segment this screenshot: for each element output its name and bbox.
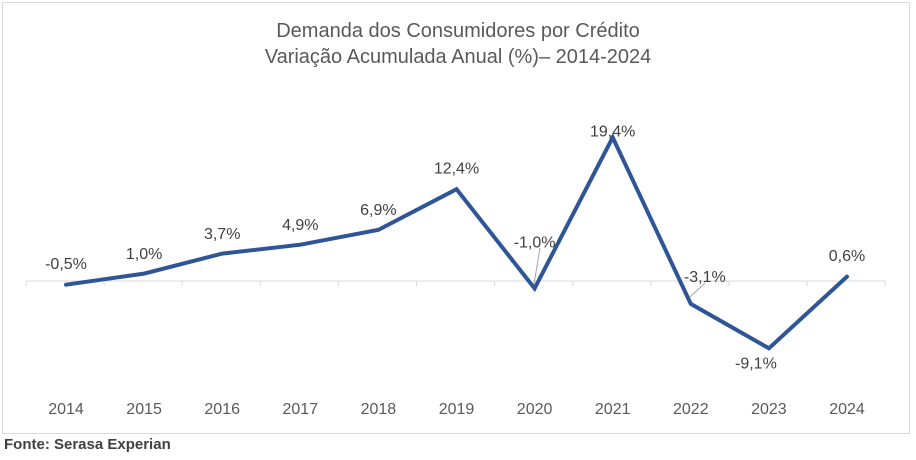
x-tick-label-2020: 2020 [517, 401, 553, 418]
data-label-2019: 12,4% [434, 160, 479, 177]
x-tick-label-2024: 2024 [829, 401, 865, 418]
axis-layer [25, 280, 886, 286]
x-tick-label-2014: 2014 [48, 401, 84, 418]
line-chart: -0,5% 1,0% 3,7% 4,9% 6,9% 12,4% -1,0% 19,4% -3,1… [25, 124, 886, 418]
x-tick-label-2022: 2022 [673, 401, 709, 418]
x-tick-label-2016: 2016 [204, 401, 240, 418]
data-label-2023: -9,1% [735, 356, 777, 373]
x-tick-labels: 2014 2015 2016 2017 2018 2019 2020 2021 2022 2023… [48, 401, 865, 418]
x-tick-label-2018: 2018 [361, 401, 397, 418]
chart-title: Demanda dos Consumidores por Crédito [276, 20, 640, 42]
data-label-2016: 3,7% [204, 226, 240, 243]
leader-line-2020 [533, 247, 541, 285]
x-tick-label-2017: 2017 [283, 401, 319, 418]
leader-lines [533, 247, 706, 298]
x-tick-label-2021: 2021 [595, 401, 631, 418]
data-label-2022: -3,1% [684, 269, 726, 286]
leader-line-2022 [689, 282, 706, 298]
chart-subtitle: Variação Acumulada Anual (%)– 2014-2024 [264, 46, 652, 68]
data-label-2017: 4,9% [282, 217, 318, 234]
x-tick-label-2015: 2015 [126, 401, 162, 418]
data-labels: -0,5% 1,0% 3,7% 4,9% 6,9% 12,4% -1,0% 19,4% -3,1… [45, 124, 865, 373]
data-label-2018: 6,9% [360, 202, 396, 219]
data-label-2020: -1,0% [514, 235, 556, 252]
series-layer [64, 132, 849, 351]
chart-frame [2, 2, 910, 434]
data-label-2024: 0,6% [829, 248, 865, 265]
x-tick-label-2023: 2023 [751, 401, 787, 418]
x-tick-label-2019: 2019 [439, 401, 475, 418]
source-note: Fonte: Serasa Experian [4, 436, 171, 453]
data-label-2014: -0,5% [45, 256, 87, 273]
data-label-2015: 1,0% [126, 246, 162, 263]
data-label-2021: 19,4% [590, 124, 635, 141]
